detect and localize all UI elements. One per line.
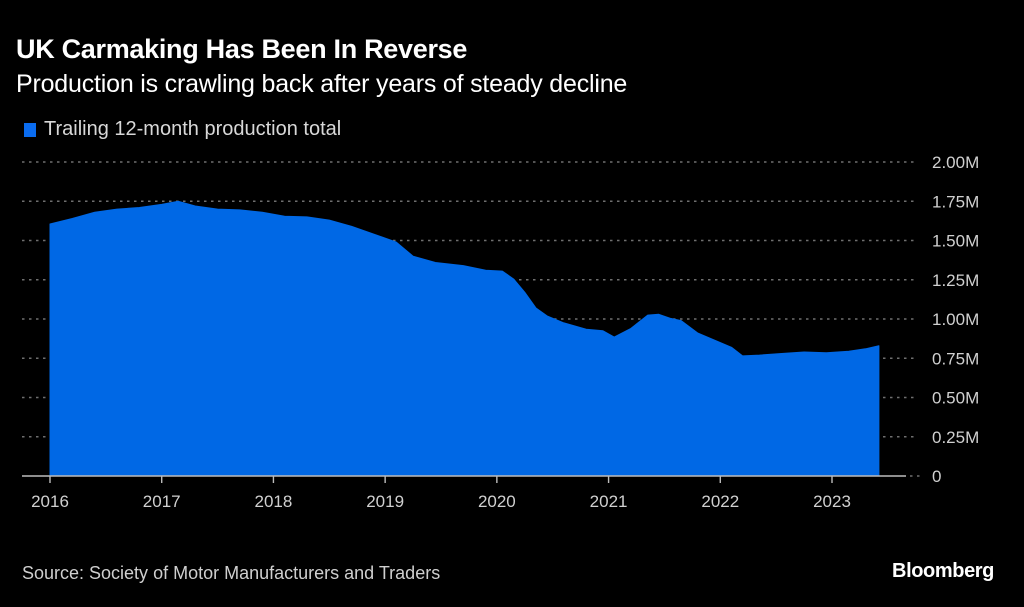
x-tick-label: 2023: [813, 492, 851, 511]
series-area-layer: [49, 200, 880, 477]
chart-subtitle: Production is crawling back after years …: [16, 70, 628, 98]
source-note: Source: Society of Motor Manufacturers a…: [22, 563, 441, 583]
legend-label: Trailing 12-month production total: [44, 118, 342, 140]
x-tick-label: 2017: [143, 492, 181, 511]
x-tick-label: 2018: [255, 492, 293, 511]
y-tick-label: 1.75M: [932, 192, 979, 211]
y-axis: 0 0.25M 0.50M 0.75M 1.00M 1.25M 1.50M 1.75M 2.00…: [932, 153, 979, 486]
legend: Trailing 12-month production total: [24, 118, 341, 141]
y-tick-label: 0.75M: [932, 349, 979, 368]
chart-title: UK Carmaking Has Been In Reverse: [16, 34, 468, 64]
y-tick-label: 2.00M: [932, 153, 979, 172]
x-tick-label: 2020: [478, 492, 516, 511]
x-tick-label: 2021: [590, 492, 628, 511]
y-tick-label: 1.25M: [932, 271, 979, 290]
series-area-trailing-12-month-production: [49, 200, 880, 477]
y-tick-label: 0.50M: [932, 389, 979, 408]
legend-swatch: [24, 122, 36, 137]
y-tick-label: 1.50M: [932, 232, 979, 251]
y-tick-label: 0.25M: [932, 428, 979, 447]
y-tick-label: 0: [932, 467, 941, 486]
x-tick-label: 2019: [366, 492, 404, 511]
x-tick-label: 2022: [701, 492, 739, 511]
y-tick-label: 1.00M: [932, 310, 979, 329]
bloomberg-logo: Bloomberg: [892, 560, 994, 582]
x-axis: 2016 2017 2018 2019 2020 2021 2022 2023: [22, 475, 924, 511]
x-tick-label: 2016: [31, 492, 69, 511]
